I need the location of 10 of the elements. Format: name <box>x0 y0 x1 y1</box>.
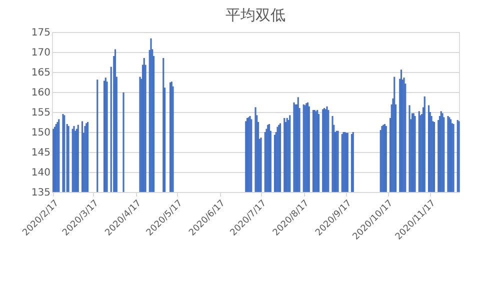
y-tick-label: 170 <box>31 48 50 58</box>
y-tick-label: 155 <box>31 108 50 118</box>
y-tick-label: 150 <box>31 128 50 138</box>
y-tick-label: 140 <box>31 168 50 178</box>
y-tick-label: 175 <box>31 28 50 38</box>
y-tick-label: 160 <box>31 88 50 98</box>
chart-title: 平均双低 <box>226 6 286 24</box>
y-tick-label: 135 <box>31 188 50 198</box>
y-tick-label: 165 <box>31 68 50 78</box>
y-tick-label: 145 <box>31 148 50 158</box>
